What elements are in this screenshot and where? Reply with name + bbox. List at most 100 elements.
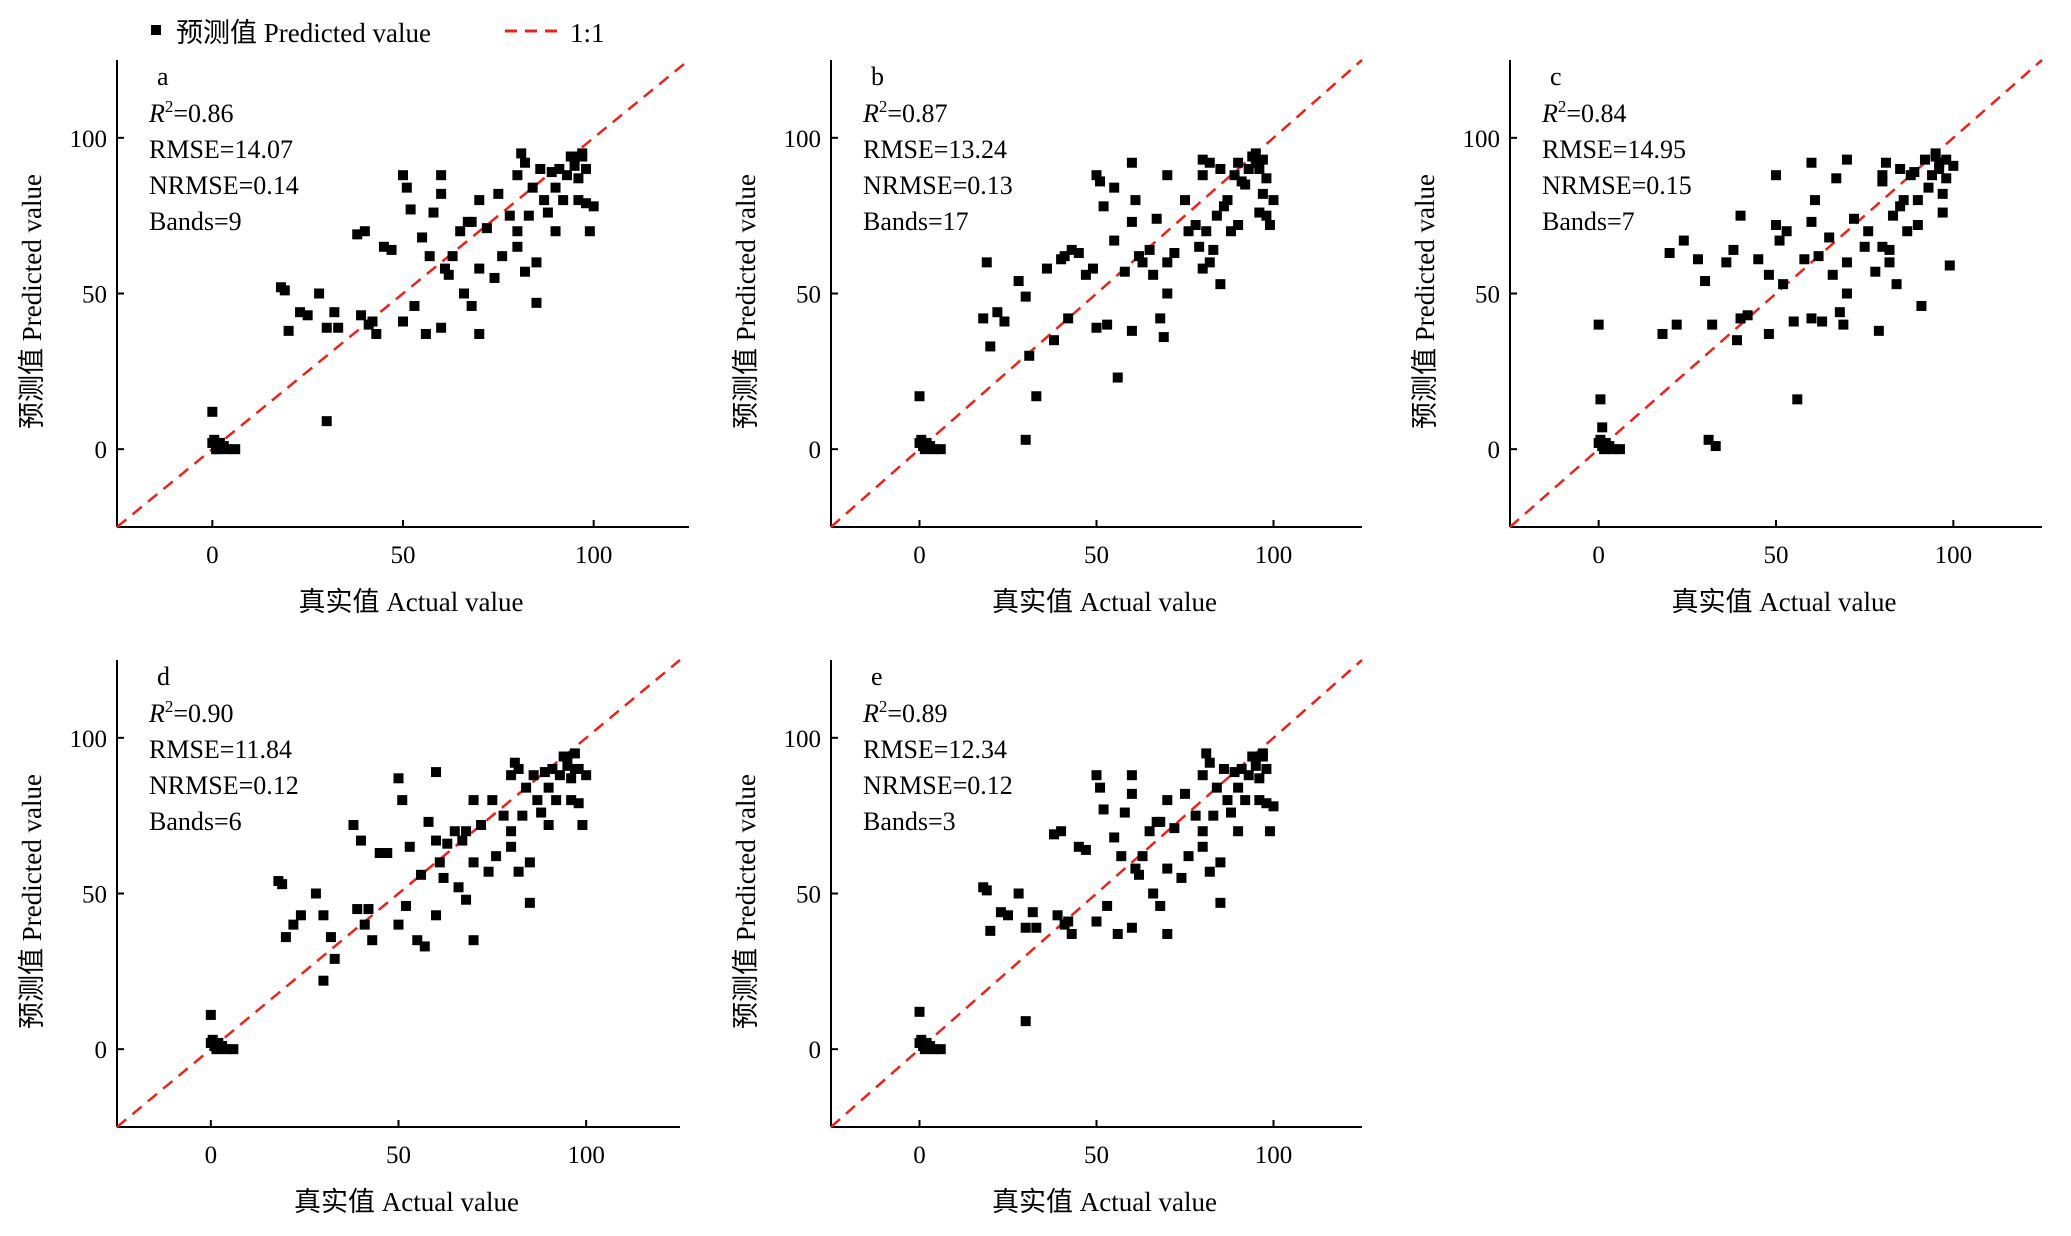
data-point [1742,310,1753,321]
data-point [1838,319,1849,330]
data-point [543,782,554,793]
data-point [1020,1016,1031,1027]
data-point [228,1044,239,1055]
data-point [1169,248,1180,259]
data-point [584,226,595,237]
data-point [535,163,546,174]
data-point [569,160,580,171]
data-point [443,269,454,280]
panel-e: 0 50 100 0 50 100 真实值 Actual value 预测值 Predicte… [731,659,1363,1217]
data-point [1041,263,1052,274]
data-point [1024,350,1035,361]
data-point [517,810,528,821]
data-point [497,251,508,262]
data-point [1183,851,1194,862]
data-point [504,210,515,221]
data-point [1735,313,1746,324]
data-point [1169,823,1180,834]
data-point [401,182,412,193]
data-point [573,763,584,774]
data-point [1095,176,1106,187]
x-tick-label: 50 [386,1142,411,1169]
data-point [1250,751,1261,762]
data-point [1233,782,1244,793]
data-point [1003,910,1013,921]
data-point [318,975,329,986]
y-axis-title: 预测值 Predicted value [17,774,47,1029]
data-point [569,151,580,162]
data-point [1700,276,1711,287]
data-point [230,444,241,455]
data-point [1941,173,1952,184]
y-tick-label: 100 [70,126,108,153]
data-point [1598,444,1609,455]
data-point [1226,807,1237,818]
r2-stat: R2=0.90 [148,697,234,728]
nrmse-stat: NRMSE=0.12 [863,771,1013,800]
data-point [1109,832,1120,843]
data-point [528,770,539,781]
y-tick-label: 50 [82,882,107,909]
data-point [554,163,565,174]
data-point [359,226,370,237]
data-point [1208,244,1219,255]
data-point [1066,244,1077,255]
data-point [536,807,547,818]
data-point [1197,770,1208,781]
legend-1to1-label: 1:1 [570,18,605,48]
data-point [436,188,447,199]
data-point [397,795,408,806]
data-point [1222,795,1233,806]
x-tick-label: 0 [205,1142,218,1169]
data-point [489,272,500,283]
data-point [543,820,554,831]
data-point [1710,441,1721,452]
rmse-stat: RMSE=14.95 [1542,135,1686,164]
data-point [1941,154,1952,165]
data-point [1049,335,1060,346]
r2-stat: R2=0.87 [862,97,948,128]
data-point [333,322,344,333]
rmse-stat: RMSE=14.07 [149,135,293,164]
data-point [295,307,306,318]
data-point [329,307,340,318]
data-point [211,1044,222,1055]
data-point [459,288,470,299]
data-point [1091,770,1102,781]
data-point [1731,335,1742,346]
data-point [1824,232,1835,243]
data-point [1813,251,1824,262]
y-tick-label: 0 [95,1037,108,1064]
data-point [1155,313,1166,324]
data-point [1763,328,1774,339]
data-point [928,1044,939,1055]
data-point [209,434,220,445]
data-point [363,904,374,915]
data-point [1031,391,1042,402]
data-point [481,223,492,234]
data-point [468,857,479,868]
data-point [550,226,561,237]
data-point [1204,157,1215,168]
data-point [1877,176,1888,187]
data-point [1180,788,1190,799]
data-point [468,795,479,806]
data-point [1155,900,1166,911]
panel-c: 0 50 100 0 50 100 真实值 Actual value 预测值 Predicte… [1410,59,2043,617]
data-point [398,316,408,327]
data-point [442,838,453,849]
data-point [524,897,535,908]
data-point [1254,773,1265,784]
y-tick-label: 0 [809,1037,822,1064]
data-point [220,1044,231,1055]
bands-stat: Bands=6 [149,807,242,836]
data-point [371,328,382,339]
data-point [1201,226,1212,237]
data-point [1254,163,1265,174]
data-point [1593,319,1604,330]
data-point [1190,810,1201,821]
data-point [1229,170,1240,181]
data-point [436,170,447,181]
data-point [1788,316,1799,327]
data-point [474,263,485,274]
